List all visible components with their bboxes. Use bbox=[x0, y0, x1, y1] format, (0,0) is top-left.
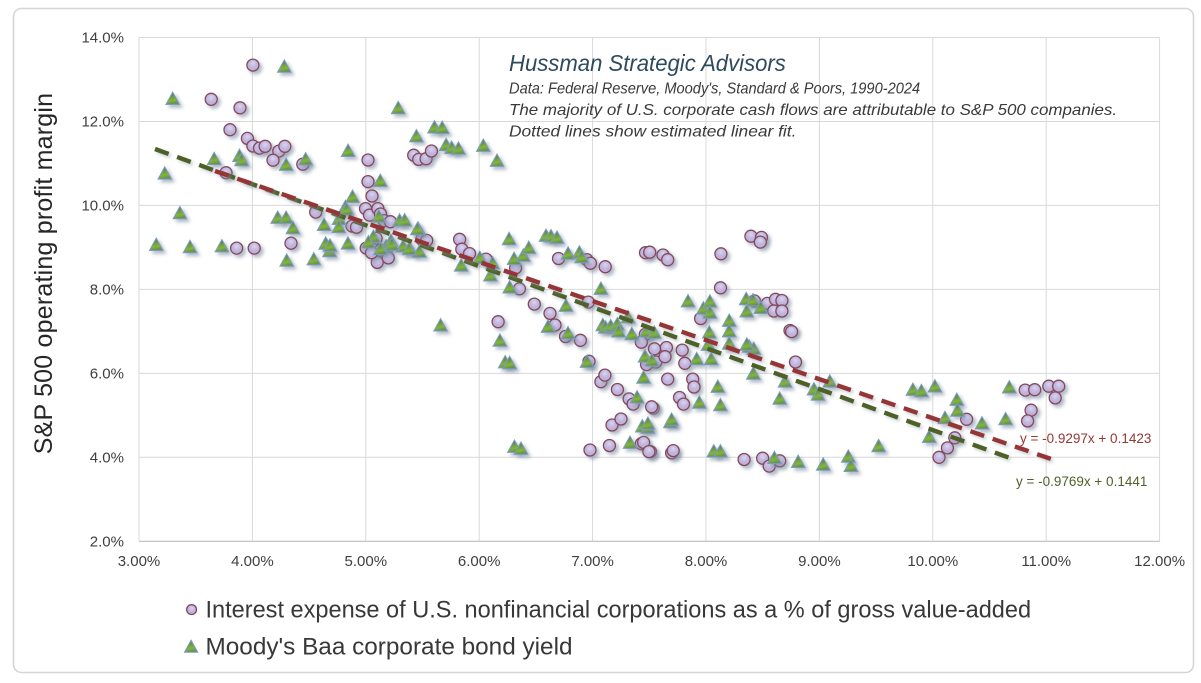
svg-text:6.0%: 6.0% bbox=[90, 366, 124, 383]
svg-text:7.00%: 7.00% bbox=[571, 553, 614, 570]
svg-text:9.00%: 9.00% bbox=[798, 553, 841, 570]
svg-text:Dotted lines show estimated li: Dotted lines show estimated linear fit. bbox=[509, 122, 796, 140]
svg-text:12.00%: 12.00% bbox=[1134, 553, 1185, 570]
svg-text:12.0%: 12.0% bbox=[81, 114, 124, 131]
svg-text:11.00%: 11.00% bbox=[1021, 553, 1071, 570]
svg-text:8.0%: 8.0% bbox=[90, 282, 124, 299]
svg-text:S&P 500 operating profit margi: S&P 500 operating profit margin bbox=[30, 93, 58, 455]
svg-text:6.00%: 6.00% bbox=[458, 553, 501, 570]
svg-text:3.00%: 3.00% bbox=[118, 553, 161, 570]
svg-text:8.00%: 8.00% bbox=[685, 553, 728, 570]
svg-text:2.0%: 2.0% bbox=[90, 534, 124, 551]
svg-text:y = -0.9297x + 0.1423: y = -0.9297x + 0.1423 bbox=[1020, 431, 1151, 446]
svg-text:Moody's Baa corporate bond yie: Moody's Baa corporate bond yield bbox=[206, 634, 573, 661]
svg-text:10.0%: 10.0% bbox=[81, 198, 124, 215]
svg-text:Hussman Strategic Advisors: Hussman Strategic Advisors bbox=[509, 51, 786, 76]
svg-text:y = -0.9769x + 0.1441: y = -0.9769x + 0.1441 bbox=[1016, 474, 1147, 489]
svg-text:14.0%: 14.0% bbox=[81, 30, 124, 47]
svg-text:Data: Federal Reserve, Moody's: Data: Federal Reserve, Moody's, Standard… bbox=[509, 80, 920, 98]
svg-text:4.0%: 4.0% bbox=[90, 450, 124, 467]
svg-text:10.00%: 10.00% bbox=[907, 553, 958, 570]
svg-text:5.00%: 5.00% bbox=[345, 553, 388, 570]
svg-text:4.00%: 4.00% bbox=[231, 553, 274, 570]
svg-text:The majority of U.S. corporate: The majority of U.S. corporate cash flow… bbox=[509, 101, 1117, 118]
svg-text:Interest expense of U.S. nonfi: Interest expense of U.S. nonfinancial co… bbox=[206, 596, 1032, 623]
